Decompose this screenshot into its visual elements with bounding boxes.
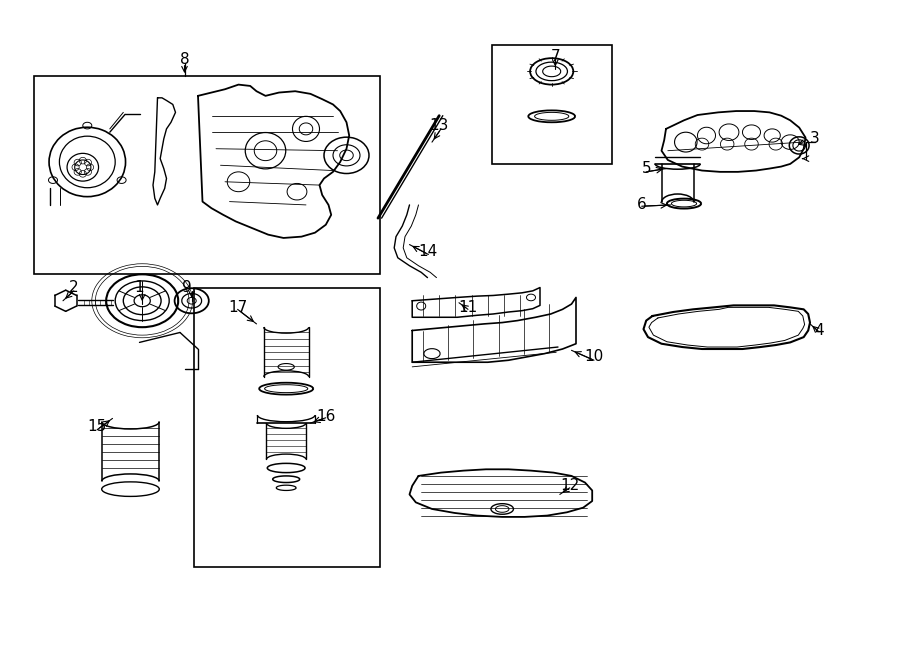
Text: 12: 12 <box>560 479 580 493</box>
Text: 17: 17 <box>228 300 248 315</box>
Bar <box>492 45 612 164</box>
Text: 13: 13 <box>429 118 449 133</box>
Text: 15: 15 <box>87 419 107 434</box>
Bar <box>194 288 380 567</box>
Text: 1: 1 <box>135 280 144 295</box>
Text: 6: 6 <box>637 198 646 212</box>
Text: 11: 11 <box>458 300 478 315</box>
Text: 5: 5 <box>642 161 651 176</box>
Text: 16: 16 <box>316 409 336 424</box>
Text: 8: 8 <box>180 52 189 67</box>
Text: 2: 2 <box>69 280 78 295</box>
Text: 4: 4 <box>814 323 824 338</box>
Text: 14: 14 <box>418 244 438 258</box>
Text: 10: 10 <box>584 350 604 364</box>
Bar <box>34 76 380 274</box>
Text: 3: 3 <box>810 132 819 146</box>
Text: 7: 7 <box>551 49 560 63</box>
Text: 9: 9 <box>183 280 192 295</box>
